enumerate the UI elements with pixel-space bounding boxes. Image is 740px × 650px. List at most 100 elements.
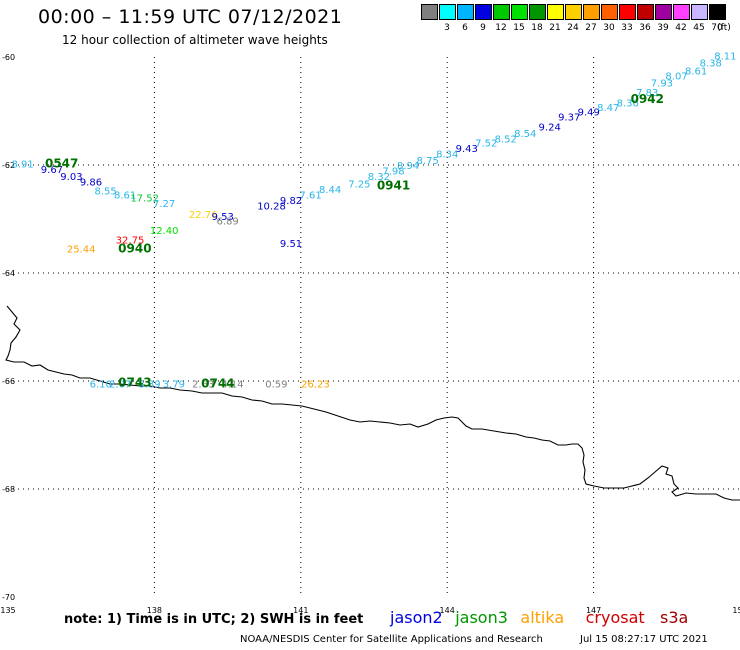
wave-height-label: 22.76 bbox=[189, 210, 218, 221]
wave-height-label: 9.24 bbox=[539, 122, 561, 133]
wave-height-label: 9.67 bbox=[41, 165, 63, 176]
colorbar-label: 70 bbox=[711, 23, 723, 33]
colorbar-swatch bbox=[637, 4, 654, 20]
colorbar-swatch bbox=[547, 4, 564, 20]
wave-height-label: 7.83 bbox=[636, 88, 658, 99]
colorbar-label: 30 bbox=[603, 23, 615, 33]
colorbar-swatch bbox=[691, 4, 708, 20]
wave-height-label: 26.23 bbox=[301, 379, 330, 390]
colorbar-label: 42 bbox=[675, 23, 687, 33]
generation-date: Jul 15 08:27:17 UTC 2021 bbox=[580, 634, 708, 645]
lat-tick-label: -68 bbox=[2, 485, 15, 494]
colorbar-label: 3 bbox=[444, 23, 450, 33]
wave-height-label: 8.61 bbox=[685, 66, 707, 77]
wave-height-label: 8.32 bbox=[368, 172, 390, 183]
wave-height-label: 8.61 bbox=[114, 190, 136, 201]
colorbar-swatch bbox=[673, 4, 690, 20]
lon-tick-label: 147 bbox=[586, 606, 601, 615]
colorbar-swatch bbox=[583, 4, 600, 20]
colorbar-label: 12 bbox=[495, 23, 507, 33]
legend-item-jason3: jason3 bbox=[455, 608, 508, 627]
wave-height-label: 8.07 bbox=[665, 72, 687, 83]
pass-time-label: 0744 bbox=[201, 376, 234, 390]
wave-height-label: 4.14 bbox=[221, 379, 243, 390]
colorbar-swatch bbox=[511, 4, 528, 20]
wave-height-label: 8.11 bbox=[714, 52, 736, 63]
wave-height-label: 8.38 bbox=[700, 59, 722, 70]
colorbar-swatch bbox=[457, 4, 474, 20]
wave-height-label: 0.59 bbox=[265, 379, 287, 390]
wave-height-label: 10.28 bbox=[257, 201, 286, 212]
colorbar-swatch bbox=[475, 4, 492, 20]
wave-height-label: 9.49 bbox=[578, 107, 600, 118]
wave-height-label: 8.54 bbox=[514, 129, 536, 140]
wave-height-label: 8.34 bbox=[436, 149, 458, 160]
wave-height-label: 7.61 bbox=[299, 190, 321, 201]
lat-tick-label: -60 bbox=[2, 53, 15, 62]
wave-height-label: 9.86 bbox=[80, 178, 102, 189]
lat-tick-label: -62 bbox=[2, 161, 15, 170]
colorbar-swatch bbox=[619, 4, 636, 20]
credit-line: NOAA/NESDIS Center for Satellite Applica… bbox=[240, 634, 543, 645]
pass-time-label: 0941 bbox=[377, 178, 410, 192]
map-title: 00:00 – 11:59 UTC 07/12/2021 bbox=[38, 6, 343, 28]
lon-tick-label: 141 bbox=[293, 606, 308, 615]
wave-height-label: 9.53 bbox=[212, 212, 234, 223]
wave-height-label: 8.89 bbox=[138, 379, 160, 390]
wave-height-label: 8.44 bbox=[319, 185, 341, 196]
wave-height-label: 8.55 bbox=[94, 187, 116, 198]
lon-tick-label: 144 bbox=[440, 606, 455, 615]
wave-height-label: 7.52 bbox=[475, 139, 497, 150]
wave-height-label: 9.43 bbox=[456, 144, 478, 155]
wave-height-label: 8.36 bbox=[617, 99, 639, 110]
colorbar-swatch bbox=[565, 4, 582, 20]
wave-height-label: 17.52 bbox=[130, 194, 159, 205]
map-subtitle: 12 hour collection of altimeter wave hei… bbox=[62, 33, 328, 47]
colorbar-label: 27 bbox=[585, 23, 597, 33]
wave-height-label: 2.07 bbox=[109, 379, 131, 390]
pass-time-label: 0940 bbox=[118, 241, 151, 255]
colorbar-unit: (ft) bbox=[717, 23, 731, 33]
footnote: note: 1) Time is in UTC; 2) SWH is in fe… bbox=[64, 612, 364, 627]
wave-height-label: 7.25 bbox=[348, 180, 370, 191]
lat-tick-label: -66 bbox=[2, 377, 15, 386]
colorbar-swatch bbox=[601, 4, 618, 20]
wave-height-label: 2.63 bbox=[192, 379, 214, 390]
pass-time-labels: 0547 0940 0941 0942 0743 0744 bbox=[45, 92, 664, 391]
colorbar-label: 45 bbox=[693, 23, 705, 33]
axis-ticks: 135 138 141 144 147 150 -60 -62 -64 -66 -68 -70 bbox=[0, 53, 740, 615]
wave-height-values: 8.91 9.679.039.868.558.6117.527.2712.4032… bbox=[12, 52, 737, 391]
wave-height-label: 9.82 bbox=[280, 196, 302, 207]
wave-height-label: 25.44 bbox=[67, 244, 96, 255]
colorbar-label: 21 bbox=[549, 23, 561, 33]
wave-height-label: 8.47 bbox=[597, 103, 619, 114]
lat-lon-grid bbox=[8, 57, 740, 597]
colorbar-swatch bbox=[529, 4, 546, 20]
wave-height-label: 6.10 bbox=[90, 379, 112, 390]
wave-height-label: 8.94 bbox=[397, 161, 419, 172]
colorbar-label: 15 bbox=[513, 23, 525, 33]
wave-height-label: 12.40 bbox=[150, 226, 179, 237]
colorbar-label: 6 bbox=[462, 23, 468, 33]
colorbar-swatch bbox=[421, 4, 438, 20]
legend-item-cryosat: cryosat bbox=[585, 608, 645, 627]
lon-tick-label: 150 bbox=[732, 606, 740, 615]
wave-height-label: 9.03 bbox=[60, 172, 82, 183]
antarctic-coastline bbox=[5, 305, 740, 501]
pass-time-label: 0743 bbox=[118, 375, 151, 389]
wave-height-label: 9.51 bbox=[280, 239, 302, 250]
lon-tick-label: 138 bbox=[147, 606, 162, 615]
colorbar-swatch bbox=[493, 4, 510, 20]
wave-height-label: 6.89 bbox=[216, 216, 238, 227]
wave-height-label: 7.27 bbox=[153, 199, 175, 210]
colorbar-swatch bbox=[709, 4, 726, 20]
pass-time-label: 0547 bbox=[45, 157, 78, 171]
wave-height-label: 7.93 bbox=[651, 79, 673, 90]
legend-item-jason2: jason2 bbox=[390, 608, 443, 627]
colorbar-label: 36 bbox=[639, 23, 651, 33]
colorbar-label: 39 bbox=[657, 23, 669, 33]
lat-tick-label: -70 bbox=[2, 593, 15, 602]
legend-item-altika: altika bbox=[520, 608, 565, 627]
